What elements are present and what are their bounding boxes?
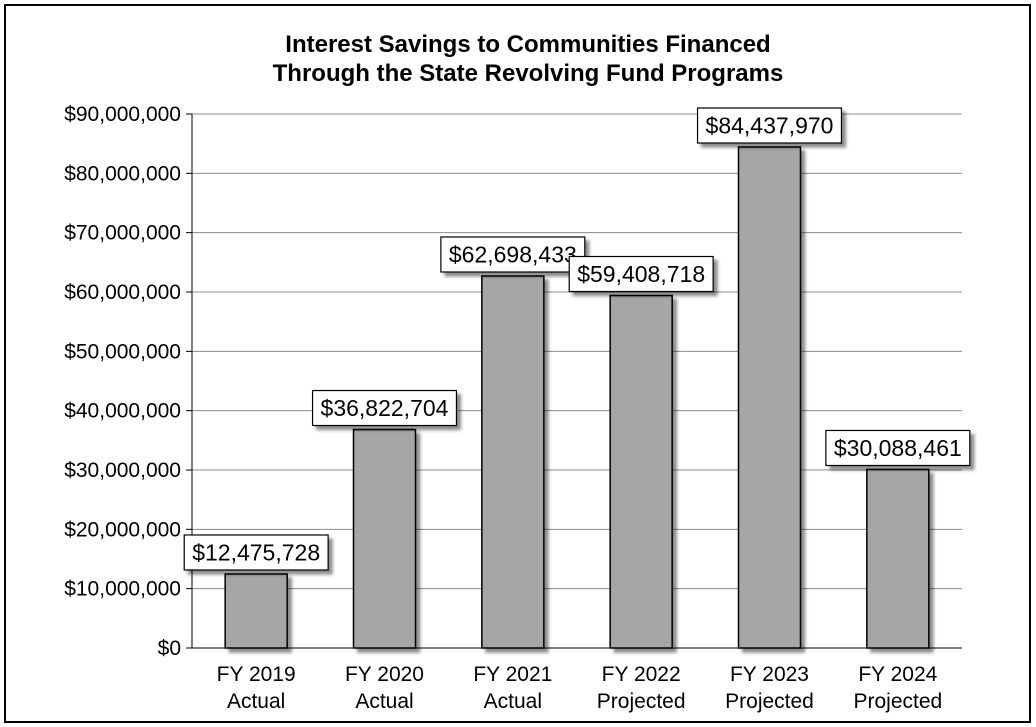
data-label: $59,408,718 xyxy=(568,255,714,293)
data-label-text: $30,088,461 xyxy=(834,435,962,461)
data-label-text: $62,698,433 xyxy=(449,241,577,267)
x-tick-label: FY 2021 xyxy=(473,663,552,686)
y-tick-label: $90,000,000 xyxy=(64,103,181,126)
bar xyxy=(609,294,673,649)
bar xyxy=(224,573,288,649)
y-tick-label: $20,000,000 xyxy=(64,518,181,541)
x-tick-label: Projected xyxy=(725,690,814,713)
data-label-text: $84,437,970 xyxy=(706,113,834,139)
data-label: $84,437,970 xyxy=(696,107,843,144)
x-tick-label: Actual xyxy=(484,690,542,713)
x-tick-label: FY 2020 xyxy=(345,663,424,686)
data-label: $62,698,433 xyxy=(440,236,586,273)
data-label-box xyxy=(183,534,329,571)
data-label-text: $12,475,728 xyxy=(192,539,320,565)
x-tick-label: Projected xyxy=(597,690,686,713)
data-label-box xyxy=(440,236,586,273)
x-tick-label: Actual xyxy=(227,690,285,713)
data-label-text: $36,822,704 xyxy=(321,395,449,421)
x-tick-label: Projected xyxy=(853,690,942,713)
bar xyxy=(352,428,417,649)
y-tick-label: $40,000,000 xyxy=(64,400,181,423)
data-label-box xyxy=(696,107,843,144)
x-tick-label: FY 2019 xyxy=(217,663,296,686)
bar xyxy=(481,275,545,649)
y-tick-label: $80,000,000 xyxy=(64,162,181,185)
y-tick-label: $30,000,000 xyxy=(64,459,181,482)
x-tick-label: FY 2022 xyxy=(602,663,681,686)
data-label: $36,822,704 xyxy=(311,389,458,427)
bar xyxy=(866,468,930,649)
data-label-box xyxy=(825,429,971,467)
data-label: $30,088,461 xyxy=(825,429,971,467)
y-tick-label: $0 xyxy=(158,637,181,660)
data-label: $12,475,728 xyxy=(183,534,329,571)
data-label-text: $59,408,718 xyxy=(577,261,705,287)
chart-subtitle: Through the State Revolving Fund Program… xyxy=(273,60,784,87)
data-label-box xyxy=(568,255,714,293)
data-label-box xyxy=(311,389,458,427)
y-tick-label: $10,000,000 xyxy=(64,578,181,601)
y-tick-label: $60,000,000 xyxy=(64,281,181,304)
x-tick-label: FY 2024 xyxy=(858,663,937,686)
chart-title: Interest Savings to Communities Financed xyxy=(285,31,770,58)
y-tick-label: $70,000,000 xyxy=(64,222,181,245)
y-tick-label: $50,000,000 xyxy=(64,340,181,363)
x-tick-label: Actual xyxy=(355,690,413,713)
bar xyxy=(737,146,802,649)
x-tick-label: FY 2023 xyxy=(730,663,809,686)
